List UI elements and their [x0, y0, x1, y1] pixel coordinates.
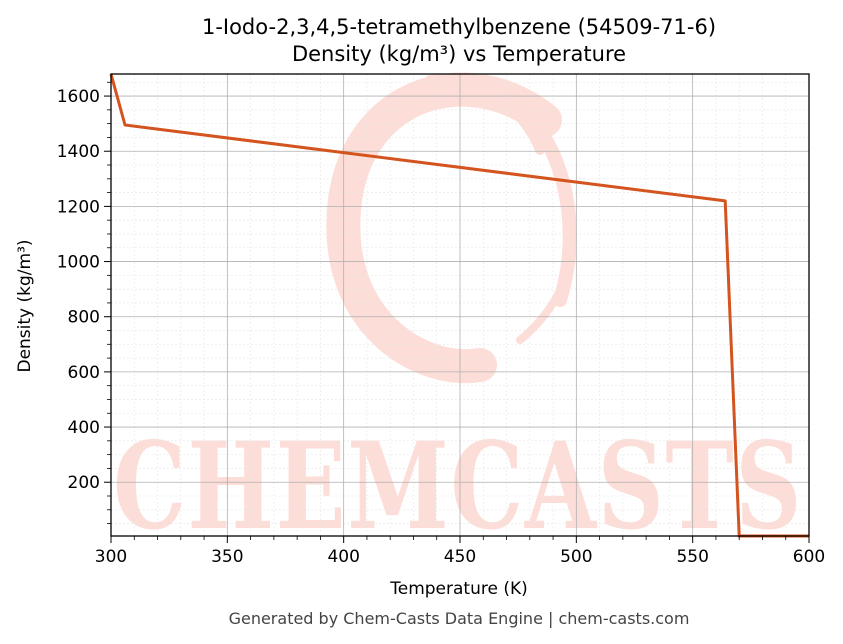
y-tick-label: 400 [68, 418, 100, 438]
x-tick-labels: 300 350 400 450 500 550 600 [95, 547, 825, 567]
x-tick-label: 500 [560, 547, 592, 567]
chart-title: 1-Iodo-2,3,4,5-tetramethylbenzene (54509… [202, 15, 716, 39]
axis-ticks [104, 81, 810, 543]
major-gridlines [110, 74, 810, 536]
chart-subtitle: Density (kg/m³) vs Temperature [292, 42, 626, 66]
x-tick-label: 300 [95, 547, 127, 567]
y-tick-label: 1600 [57, 87, 100, 107]
x-axis-label: Temperature (K) [389, 579, 528, 599]
x-tick-label: 550 [676, 547, 708, 567]
footer-credit: Generated by Chem-Casts Data Engine | ch… [229, 609, 690, 628]
y-tick-label: 200 [68, 473, 100, 493]
y-axis-label: Density (kg/m³) [15, 239, 35, 372]
y-tick-labels: 200 400 600 800 1000 1200 1400 1600 [57, 87, 100, 493]
x-tick-label: 450 [444, 547, 476, 567]
y-tick-label: 1200 [57, 197, 100, 217]
x-tick-label: 600 [793, 547, 825, 567]
y-tick-label: 1400 [57, 142, 100, 162]
y-tick-label: 600 [68, 363, 100, 383]
y-tick-label: 1000 [57, 253, 100, 273]
x-tick-label: 400 [327, 547, 359, 567]
y-tick-label: 800 [68, 308, 100, 328]
x-tick-label: 350 [211, 547, 243, 567]
